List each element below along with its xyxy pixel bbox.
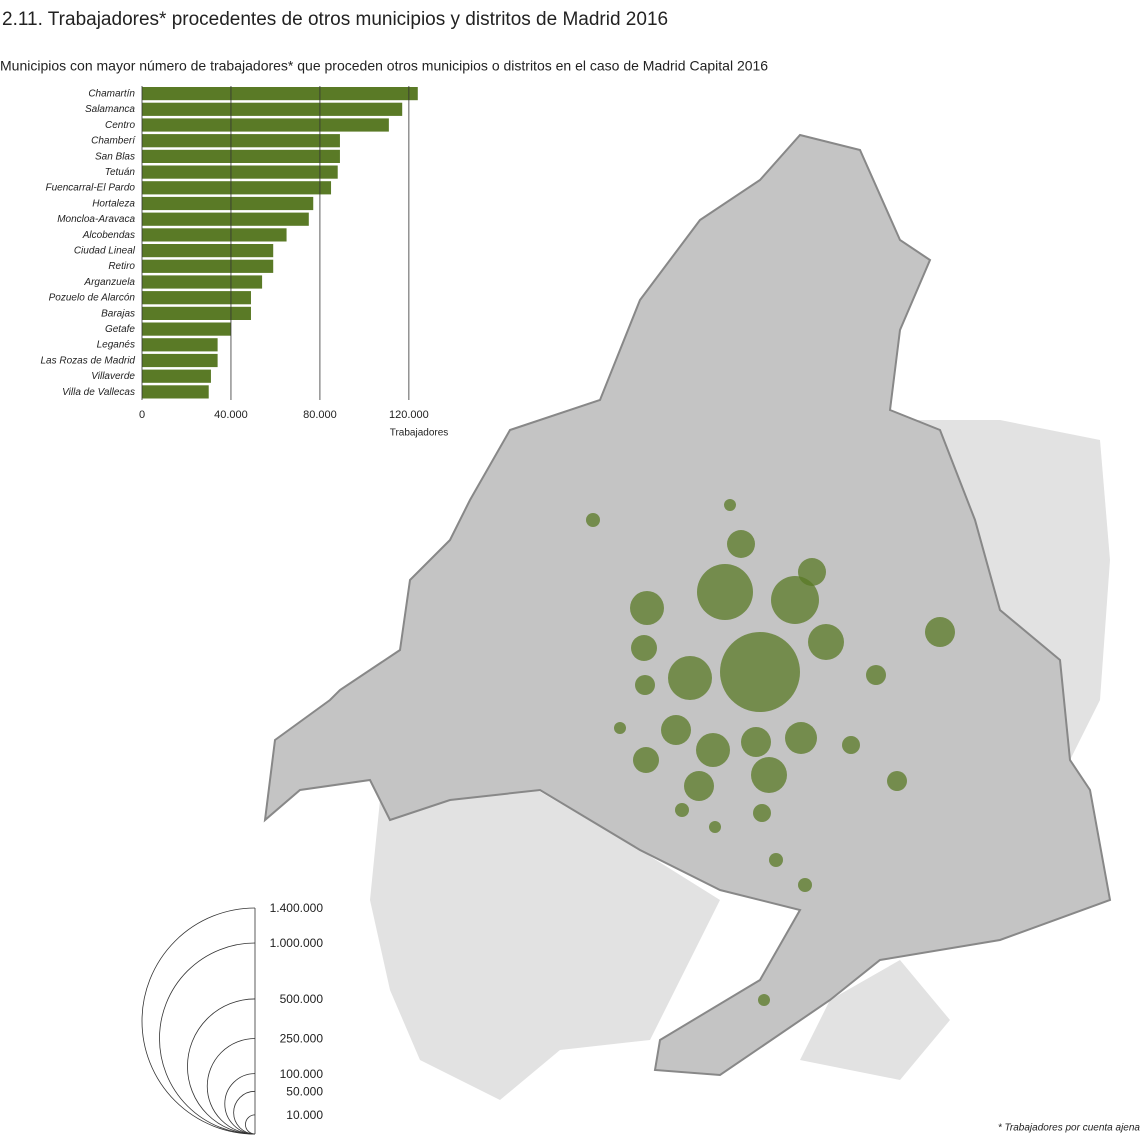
map-bubble [668,656,712,700]
y-tick-label: Chamberí [91,136,136,147]
map-bubble [842,736,860,754]
bar [142,322,231,336]
bar [142,291,251,305]
map-bubble [808,624,844,660]
y-tick-label: Centro [105,120,135,131]
map-bubble [887,771,907,791]
bar [142,102,403,116]
map-bubble [630,591,664,625]
y-tick-label: Barajas [101,308,135,319]
y-tick-label: Alcobendas [82,230,135,241]
chart-title: Municipios con mayor número de trabajado… [0,58,768,74]
map-bubble [769,853,783,867]
y-tick-label: Ciudad Lineal [74,245,136,256]
size-legend-circle [207,1038,256,1135]
y-tick-label: Villaverde [91,371,135,382]
y-tick-label: Chamartín [88,88,135,99]
map-bubble [684,771,714,801]
y-tick-label: Salamanca [85,104,135,115]
size-legend-label: 100.000 [280,1067,324,1081]
x-axis-label: Trabajadores [390,428,449,439]
size-legend-circle [159,942,256,1135]
map-bubbles [586,499,955,1006]
size-legend-circle [245,1114,256,1135]
x-tick-label: 80.000 [303,409,337,421]
y-tick-label: Leganés [97,340,135,351]
map-bubble [633,747,659,773]
map-bubble [586,513,600,527]
map-bubble [753,804,771,822]
page-title: 2.11. Trabajadores* procedentes de otros… [2,9,668,30]
bar [142,118,389,132]
map-bubble [785,722,817,754]
bar [142,259,274,273]
map-bubble [635,675,655,695]
map-bubble [727,530,755,558]
map [263,133,1112,1100]
map-bubble [758,994,770,1006]
map-bubble [925,617,955,647]
y-tick-label: San Blas [95,151,135,162]
y-tick-label: Getafe [105,324,135,335]
y-tick-label: Arganzuela [83,277,135,288]
bar [142,228,287,242]
map-bubble [631,635,657,661]
y-tick-label: Las Rozas de Madrid [41,355,136,366]
bar [142,353,218,368]
map-bubble [751,757,787,793]
size-legend-circle [224,1073,256,1135]
bar [142,275,263,289]
bar [142,165,338,179]
bar [142,149,340,163]
y-tick-label: Retiro [108,261,135,272]
map-bubble [720,632,800,712]
bar [142,306,251,320]
y-tick-label: Pozuelo de Alarcón [49,293,136,304]
bar [142,338,218,352]
map-bubble [697,564,753,620]
y-tick-label: Tetuán [105,167,136,178]
map-bubble [661,715,691,745]
bar [142,181,332,195]
map-bubble [866,665,886,685]
y-tick-label: Fuencarral-El Pardo [46,183,136,194]
footnote: * Trabajadores por cuenta ajena [998,1123,1141,1134]
bar [142,134,340,148]
map-bubble [614,722,626,734]
y-tick-label: Moncloa-Aravaca [57,214,135,225]
y-tick-label: Hortaleza [92,198,135,209]
size-legend-label: 1.400.000 [270,901,324,915]
x-tick-label: 40.000 [214,409,248,421]
map-region [263,133,1112,1077]
map-surroundings [370,420,1110,1100]
x-tick-label: 120.000 [389,409,429,421]
size-legend-label: 50.000 [286,1084,323,1098]
map-bubble [771,576,819,624]
size-legend-label: 1.000.000 [270,936,324,950]
size-legend-circle [233,1090,256,1135]
map-bubble [741,727,771,757]
size-legend-circle [141,907,256,1135]
size-legend-circle [187,998,256,1135]
bar [142,369,211,383]
map-bubble [798,878,812,892]
bar [142,244,274,258]
map-bubble [798,558,826,586]
bar [142,212,309,226]
size-legend-label: 250.000 [280,1032,324,1046]
bar [142,196,314,211]
size-legend-label: 10.000 [286,1108,323,1122]
size-legend-label: 500.000 [280,992,324,1006]
x-tick-label: 0 [139,409,145,421]
map-bubble [696,733,730,767]
map-bubble [724,499,736,511]
y-tick-label: Villa de Vallecas [62,387,135,398]
bar [142,87,418,101]
bar [142,385,209,399]
map-bubble [675,803,689,817]
map-bubble [709,821,721,833]
